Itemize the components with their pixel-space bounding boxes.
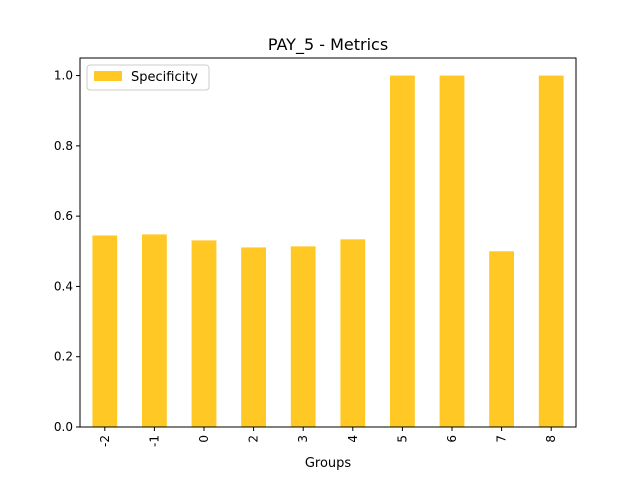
x-tick-label: 6 <box>445 435 459 443</box>
x-axis-label: Groups <box>305 456 352 471</box>
bar--1 <box>142 234 167 427</box>
bar-3 <box>290 246 316 427</box>
bar-2 <box>241 247 266 427</box>
bar-8 <box>538 75 564 428</box>
x-tick-label: 7 <box>495 435 509 443</box>
x-tick-label: -1 <box>147 435 161 447</box>
bar-6 <box>439 75 465 428</box>
bar--2 <box>92 235 118 427</box>
y-tick-label: 0.0 <box>54 420 73 434</box>
legend: Specificity <box>86 64 210 91</box>
y-tick-label: 1.0 <box>54 69 73 83</box>
legend-swatch <box>94 71 122 81</box>
x-tick-label: 8 <box>544 435 558 443</box>
x-tick-label: 3 <box>296 435 310 443</box>
bar-7 <box>489 251 514 427</box>
x-tick-label: 5 <box>395 435 409 443</box>
legend-label: Specificity <box>131 70 198 85</box>
x-tick-label: -2 <box>98 435 112 447</box>
y-tick-label: 0.8 <box>54 139 73 153</box>
x-tick-label: 0 <box>197 435 211 443</box>
plot-frame <box>79 57 577 428</box>
y-tick-label: 0.4 <box>54 279 73 293</box>
y-tick-label: 0.6 <box>54 209 73 223</box>
chart-title: PAY_5 - Metrics <box>268 35 388 55</box>
bar-4 <box>340 239 366 427</box>
x-tick-label: 2 <box>247 435 261 443</box>
bar-5 <box>390 75 415 428</box>
x-tick-label: 4 <box>346 435 360 443</box>
bar-0 <box>191 240 217 427</box>
y-tick-label: 0.2 <box>54 350 73 364</box>
